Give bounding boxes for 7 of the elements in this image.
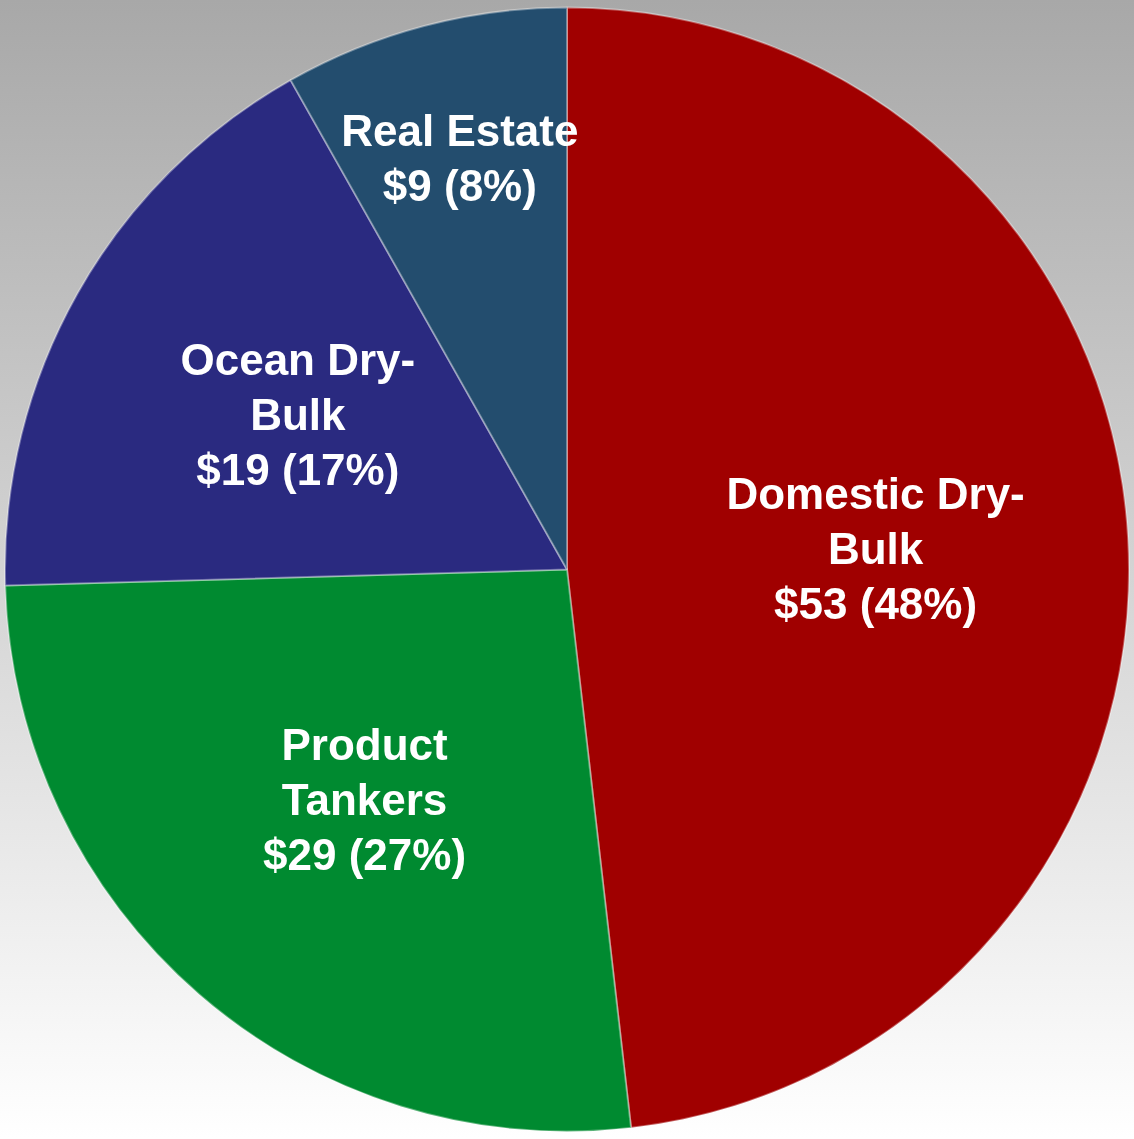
data-label: $53 (48%) (774, 578, 978, 628)
slice-label: Domestic Dry-Bulk (726, 468, 1025, 573)
slice-label: Ocean Dry-Bulk (180, 334, 416, 439)
data-label: $9 (8%) (382, 161, 537, 211)
data-label: $29 (27%) (263, 830, 467, 880)
data-label: $19 (17%) (196, 444, 400, 494)
slice-label: Product Tankers (281, 720, 449, 825)
